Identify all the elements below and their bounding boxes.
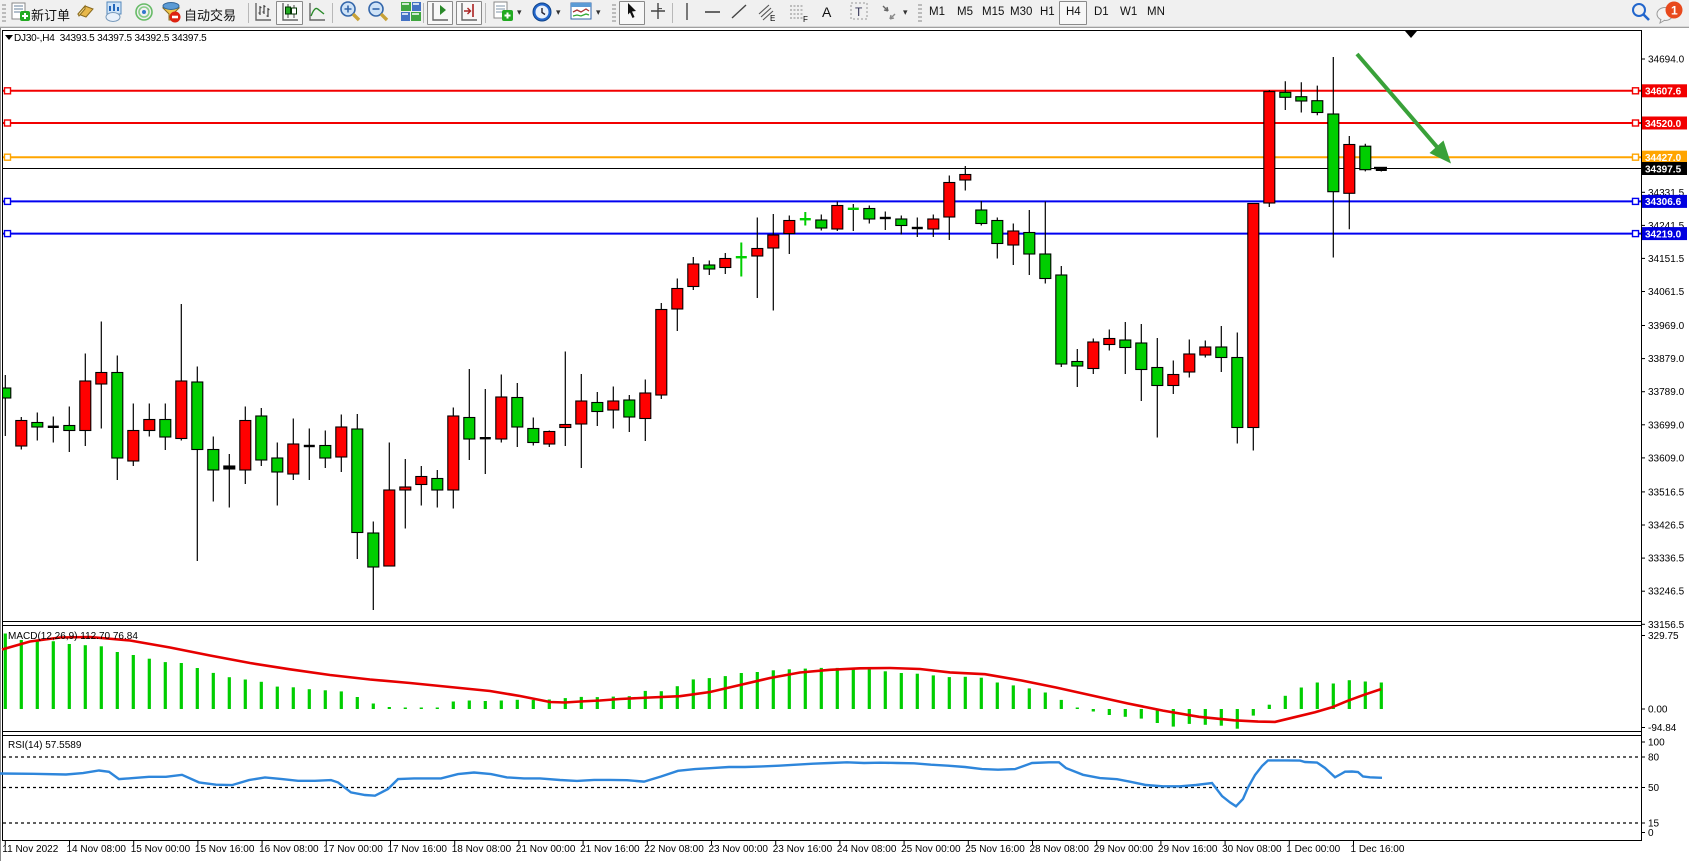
svg-text:21 Nov 16:00: 21 Nov 16:00 [580,844,640,855]
svg-text:80: 80 [1648,753,1660,764]
svg-text:1 Dec 00:00: 1 Dec 00:00 [1286,844,1340,855]
svg-text:100: 100 [1648,738,1665,749]
svg-text:1 Dec 16:00: 1 Dec 16:00 [1351,844,1405,855]
svg-text:RSI(14) 57.5589: RSI(14) 57.5589 [8,740,82,751]
svg-text:0.00: 0.00 [1648,705,1668,716]
svg-text:11 Nov 2022: 11 Nov 2022 [2,844,58,855]
svg-text:34520.0: 34520.0 [1645,119,1682,130]
svg-text:15 Nov 00:00: 15 Nov 00:00 [131,844,191,855]
svg-text:34607.6: 34607.6 [1645,87,1682,98]
svg-text:34694.0: 34694.0 [1648,55,1685,66]
svg-text:E: E [770,14,775,23]
svg-text:30 Nov 08:00: 30 Nov 08:00 [1222,844,1282,855]
svg-text:T: T [855,5,863,19]
svg-text:15: 15 [1648,819,1660,830]
svg-text:MACD(12,26,9) 112.70 76.84: MACD(12,26,9) 112.70 76.84 [8,631,138,642]
svg-text:329.75: 329.75 [1648,631,1679,642]
svg-text:34331.5: 34331.5 [1648,188,1685,199]
svg-text:25 Nov 00:00: 25 Nov 00:00 [901,844,961,855]
svg-text:22 Nov 08:00: 22 Nov 08:00 [644,844,704,855]
svg-text:24 Nov 08:00: 24 Nov 08:00 [837,844,897,855]
svg-text:34427.0: 34427.0 [1645,153,1682,164]
svg-text:25 Nov 16:00: 25 Nov 16:00 [965,844,1025,855]
svg-text:33879.0: 33879.0 [1648,354,1685,365]
svg-text:33246.5: 33246.5 [1648,587,1685,598]
svg-text:14 Nov 08:00: 14 Nov 08:00 [67,844,127,855]
svg-text:33789.0: 33789.0 [1648,387,1685,398]
svg-text:-94.84: -94.84 [1648,723,1677,734]
svg-text:34241.5: 34241.5 [1648,221,1685,232]
svg-text:29 Nov 16:00: 29 Nov 16:00 [1158,844,1218,855]
svg-text:18 Nov 08:00: 18 Nov 08:00 [452,844,512,855]
svg-text:17 Nov 16:00: 17 Nov 16:00 [388,844,448,855]
svg-text:34397.5: 34397.5 [1645,164,1682,175]
svg-text:50: 50 [1648,783,1660,794]
svg-text:15 Nov 16:00: 15 Nov 16:00 [195,844,255,855]
svg-text:DJ30-,H4 34393.5 34397.5 3439: DJ30-,H4 34393.5 34397.5 34392.5 34397.5 [14,33,207,44]
svg-text:33336.5: 33336.5 [1648,554,1685,565]
svg-text:34061.5: 34061.5 [1648,287,1685,298]
svg-text:F: F [803,15,808,24]
svg-text:33156.5: 33156.5 [1648,620,1685,631]
svg-text:17 Nov 00:00: 17 Nov 00:00 [323,844,383,855]
svg-text:33516.5: 33516.5 [1648,487,1685,498]
svg-text:34306.6: 34306.6 [1645,197,1682,208]
svg-text:23 Nov 16:00: 23 Nov 16:00 [773,844,833,855]
svg-text:0: 0 [1648,828,1654,839]
svg-text:33699.0: 33699.0 [1648,420,1685,431]
svg-text:33426.5: 33426.5 [1648,521,1685,532]
svg-text:33609.0: 33609.0 [1648,453,1685,464]
svg-text:29 Nov 00:00: 29 Nov 00:00 [1094,844,1154,855]
svg-text:23 Nov 00:00: 23 Nov 00:00 [709,844,769,855]
svg-text:34151.5: 34151.5 [1648,254,1685,265]
svg-text:33969.0: 33969.0 [1648,321,1685,332]
svg-text:28 Nov 08:00: 28 Nov 08:00 [1030,844,1090,855]
svg-text:21 Nov 00:00: 21 Nov 00:00 [516,844,576,855]
svg-text:1: 1 [1671,4,1678,18]
svg-text:16 Nov 08:00: 16 Nov 08:00 [259,844,319,855]
svg-text:34219.0: 34219.0 [1645,229,1682,240]
